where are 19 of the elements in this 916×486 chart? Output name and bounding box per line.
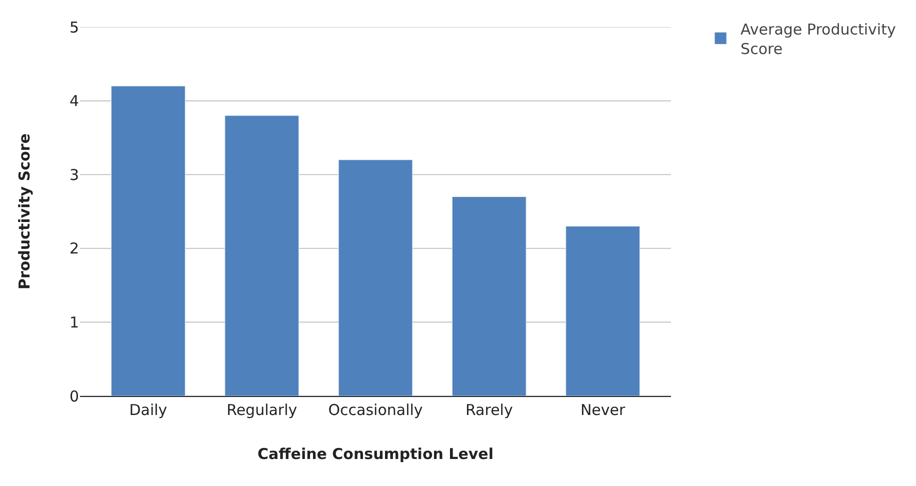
y-tick-label: 1 <box>69 313 79 332</box>
bar <box>452 196 526 396</box>
x-tick-label: Rarely <box>465 401 513 419</box>
x-axis-title: Caffeine Consumption Level <box>258 445 494 463</box>
bar <box>111 86 186 396</box>
y-tick-label: 2 <box>69 240 79 258</box>
x-tick-label: Never <box>580 401 626 419</box>
y-tick-label: 5 <box>69 18 79 36</box>
x-tick-label: Regularly <box>226 401 298 419</box>
y-tick-label: 4 <box>69 92 79 110</box>
y-axis-title: Productivity Score <box>16 134 34 290</box>
legend-label: Average Productivity Score <box>740 20 896 58</box>
x-tick-label: Daily <box>129 401 168 419</box>
y-tick-label: 0 <box>69 387 79 406</box>
bar <box>566 226 640 396</box>
x-tick-label: Occasionally <box>328 401 423 419</box>
bar <box>224 115 300 396</box>
bar <box>338 160 413 396</box>
y-tick-label: 3 <box>69 166 79 184</box>
